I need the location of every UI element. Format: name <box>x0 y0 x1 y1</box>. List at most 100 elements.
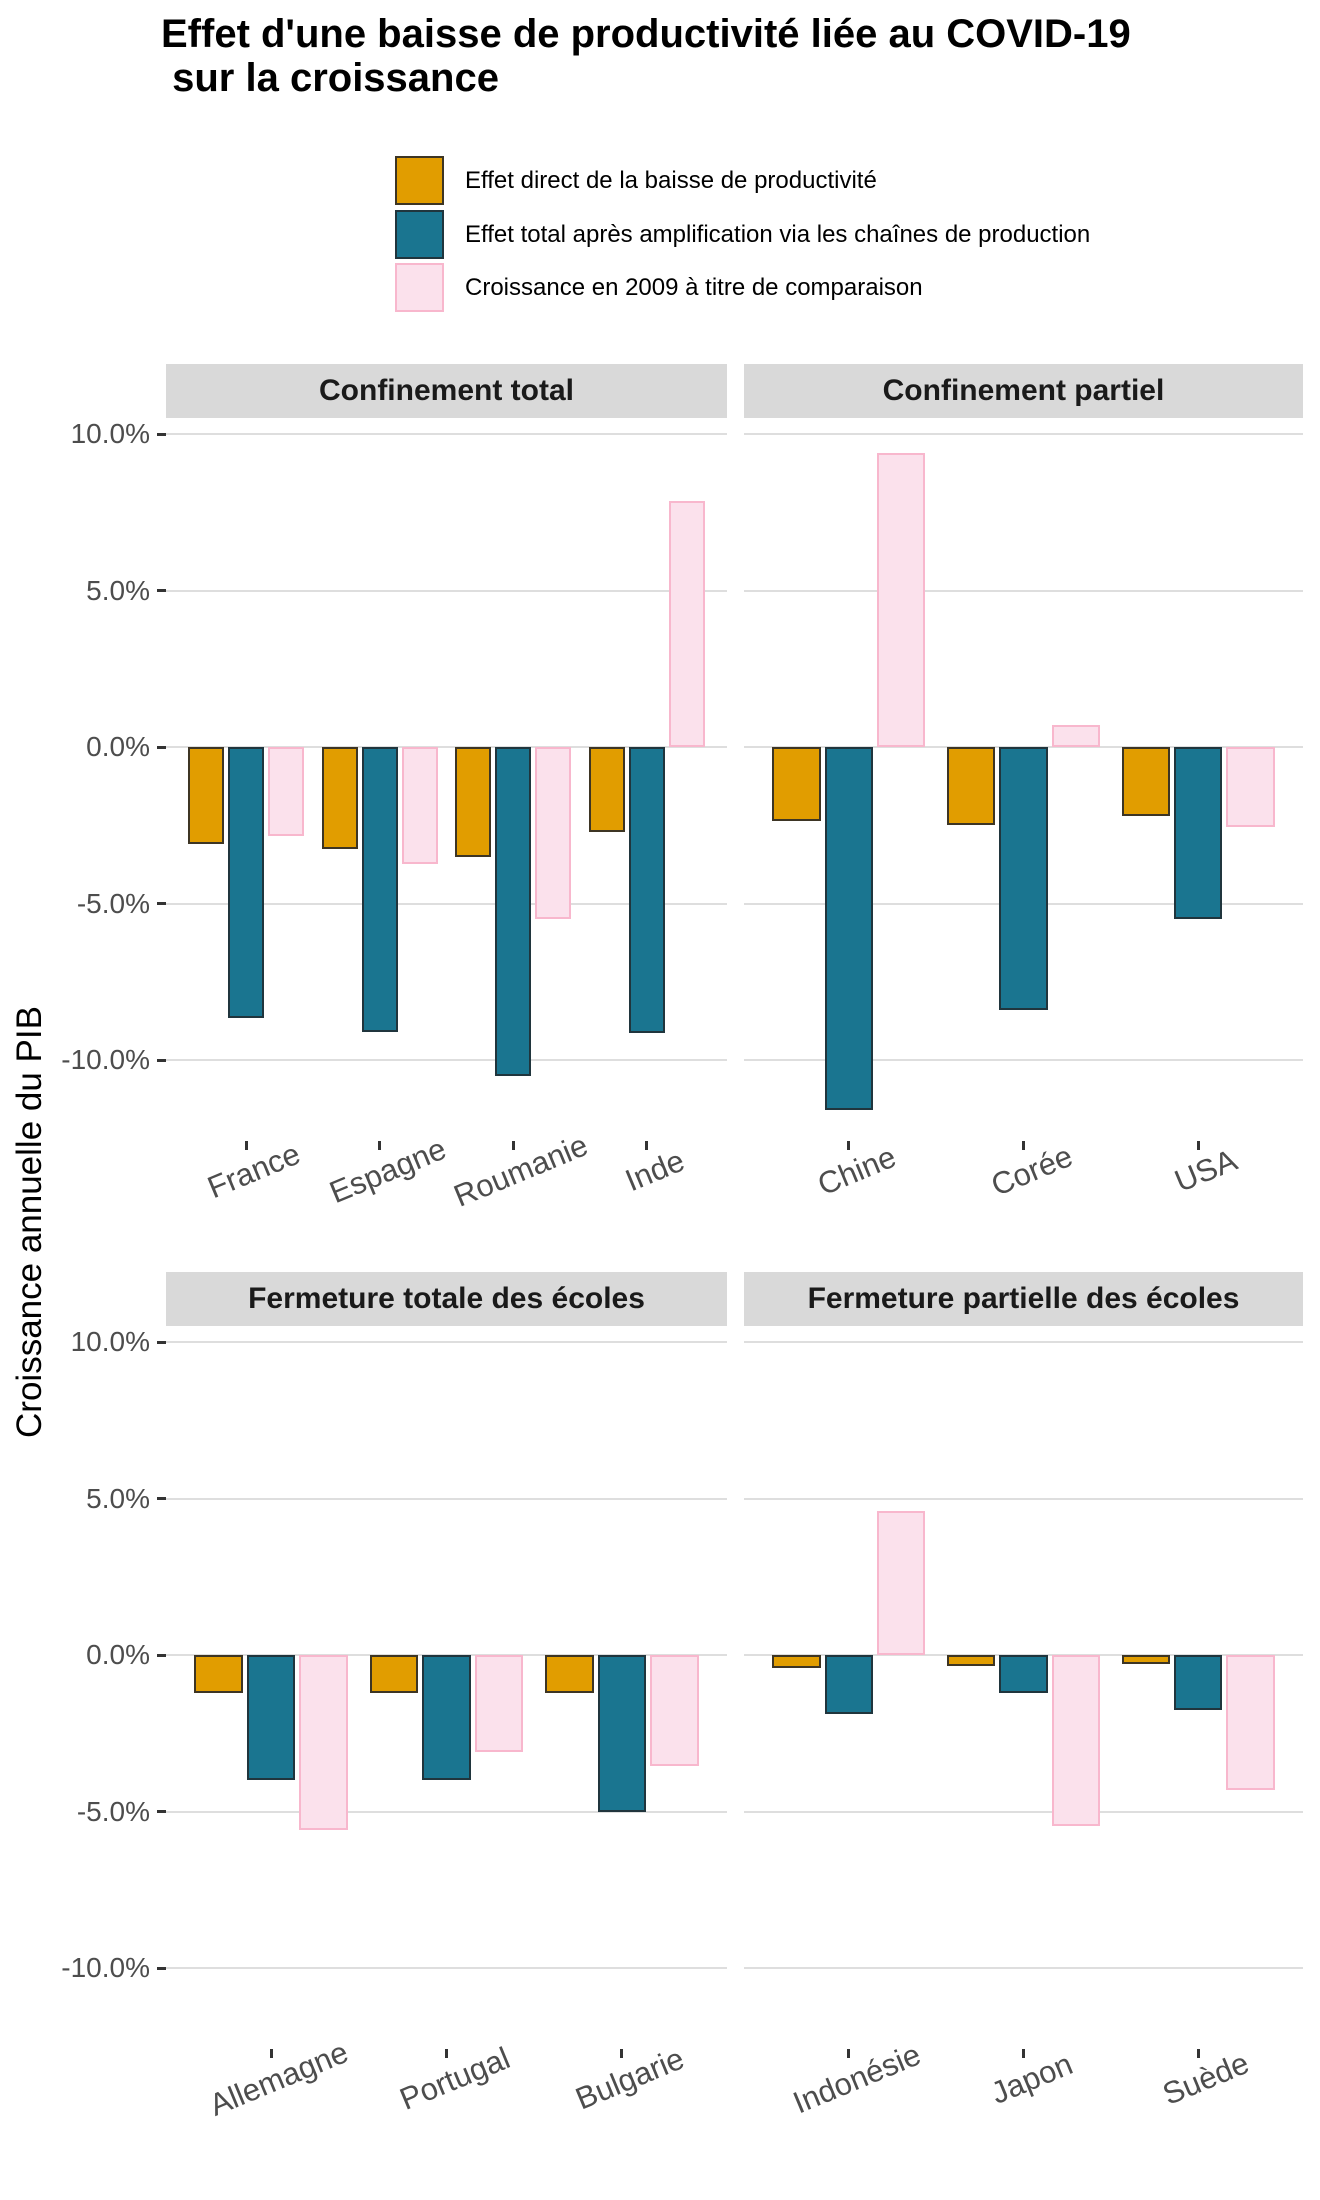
bar-effet-total-usa <box>1173 747 1223 920</box>
x-axis-tick-mark <box>847 1141 851 1150</box>
bar-effet-total-sue-de <box>1173 1655 1223 1710</box>
bar-croissance-2009-portugal <box>474 1655 524 1753</box>
y-gridline <box>744 433 1303 435</box>
y-axis-tick-mark <box>157 1058 166 1062</box>
bar-effet-direct-inde <box>588 747 625 832</box>
x-axis-tick-mark <box>269 2049 273 2058</box>
legend-key-swatch <box>395 209 444 259</box>
y-gridline <box>166 1967 727 1969</box>
x-axis-tick-label: Indonésie <box>787 2036 926 2121</box>
chart-title-line2: sur la croissance <box>161 56 499 100</box>
bar-effet-total-bulgarie <box>597 1655 647 1812</box>
bar-croissance-2009-indone-sie <box>877 1511 926 1655</box>
y-gridline <box>744 1967 1303 1969</box>
bar-croissance-2009-roumanie <box>535 747 572 920</box>
bar-effet-total-roumanie <box>495 747 532 1076</box>
chart-title: Effet d'une baisse de productivité liée … <box>161 12 1131 100</box>
y-axis-tick-mark <box>157 1966 166 1970</box>
y-axis-tick-mark <box>157 1653 166 1657</box>
bar-effet-total-france <box>228 747 265 1018</box>
facet-strip: Confinement partiel <box>744 364 1303 418</box>
legend-key-swatch <box>395 263 444 313</box>
y-axis-tick-label: 5.0% <box>86 574 150 606</box>
y-gridline <box>166 1341 727 1343</box>
y-gridline <box>166 1059 727 1061</box>
legend-key-swatch <box>395 156 444 206</box>
x-axis-tick-mark <box>1196 2049 1200 2058</box>
y-gridline <box>166 1810 727 1813</box>
chart-title-line1: Effet d'une baisse de productivité liée … <box>161 12 1131 56</box>
bar-croissance-2009-allemagne <box>299 1655 349 1831</box>
facet-strip: Fermeture partielle des écoles <box>744 1272 1303 1326</box>
bar-croissance-2009-espagne <box>401 747 438 865</box>
y-gridline <box>166 1497 727 1500</box>
facet-strip: Fermeture totale des écoles <box>166 1272 727 1326</box>
y-gridline <box>744 1059 1303 1061</box>
bar-effet-total-japon <box>999 1655 1048 1693</box>
x-axis-tick-mark <box>620 2049 624 2058</box>
y-gridline <box>744 589 1303 592</box>
bar-effet-direct-core-e <box>946 747 996 826</box>
facet-panel <box>166 418 727 1141</box>
y-axis-tick-label: -10.0% <box>61 1952 150 1983</box>
x-axis-tick-label: USA <box>1169 1142 1243 1199</box>
y-axis-tick-label: 0.0% <box>86 1639 150 1670</box>
x-axis-tick-mark <box>511 1141 515 1150</box>
y-axis-tick-label: -5.0% <box>76 887 150 919</box>
bar-effet-direct-usa <box>1121 747 1170 816</box>
facet-strip-title: Fermeture totale des écoles <box>248 1282 645 1315</box>
bar-croissance-2009-france <box>268 747 305 837</box>
x-axis-tick-mark <box>1196 1141 1200 1150</box>
bar-effet-total-indone-sie <box>824 1655 874 1715</box>
facet-panel <box>744 418 1303 1141</box>
y-gridline <box>744 1810 1303 1813</box>
bar-effet-total-espagne <box>361 747 398 1032</box>
bar-effet-direct-allemagne <box>194 1655 243 1693</box>
x-axis-tick-label: Suède <box>1157 2045 1255 2112</box>
x-axis-tick-label: Inde <box>620 1142 690 1199</box>
y-axis-tick-label: 0.0% <box>86 731 150 762</box>
bar-croissance-2009-core-e <box>1051 725 1101 747</box>
y-axis-tick-mark <box>157 902 166 905</box>
bar-effet-direct-bulgarie <box>544 1655 594 1693</box>
bar-effet-direct-indone-sie <box>772 1655 821 1668</box>
x-axis-tick-mark <box>847 2049 851 2058</box>
legend-item-label: Effet total après amplification via les … <box>465 220 1091 248</box>
bar-croissance-2009-bulgarie <box>650 1655 699 1767</box>
bar-croissance-2009-sue-de <box>1226 1655 1275 1790</box>
y-gridline <box>166 746 727 748</box>
bar-effet-direct-portugal <box>369 1655 419 1693</box>
facet-strip-title: Fermeture partielle des écoles <box>807 1282 1240 1315</box>
legend-item-label: Croissance en 2009 à titre de comparaiso… <box>465 274 923 302</box>
bar-effet-total-core-e <box>999 747 1048 1010</box>
y-gridline <box>166 433 727 435</box>
x-axis-tick-mark <box>645 1141 649 1150</box>
x-axis-tick-mark <box>445 2049 448 2058</box>
bar-effet-direct-japon <box>946 1655 996 1666</box>
facet-strip-title: Confinement partiel <box>882 374 1165 407</box>
x-axis-tick-label: Corée <box>985 1138 1078 1203</box>
bar-effet-direct-france <box>188 747 225 845</box>
y-gridline <box>166 589 727 592</box>
facet-panel <box>744 1326 1303 2049</box>
x-axis-tick-label: Bulgarie <box>570 2040 689 2117</box>
y-axis-tick-mark <box>157 432 166 436</box>
bar-effet-direct-chine <box>772 747 821 821</box>
facet-strip-title: Confinement total <box>319 374 574 407</box>
bar-croissance-2009-usa <box>1226 747 1275 827</box>
x-axis-tick-label: Chine <box>812 1138 901 1203</box>
x-axis-tick-label: Portugal <box>394 2040 515 2117</box>
bar-effet-direct-espagne <box>321 747 358 849</box>
x-axis-tick-label: Japon <box>985 2046 1078 2111</box>
bar-croissance-2009-chine <box>877 452 926 747</box>
y-axis-tick-mark <box>157 589 166 592</box>
x-axis-tick-label: France <box>202 1135 306 1206</box>
bar-effet-total-chine <box>824 747 874 1111</box>
y-axis-tick-label: -5.0% <box>76 1795 150 1827</box>
y-axis-tick-mark <box>157 1810 166 1813</box>
y-axis-tick-mark <box>157 745 166 749</box>
x-axis-tick-label: Espagne <box>324 1130 451 1211</box>
legend-item-label: Effet direct de la baisse de productivit… <box>465 167 877 195</box>
y-axis-tick-mark <box>157 1340 166 1344</box>
